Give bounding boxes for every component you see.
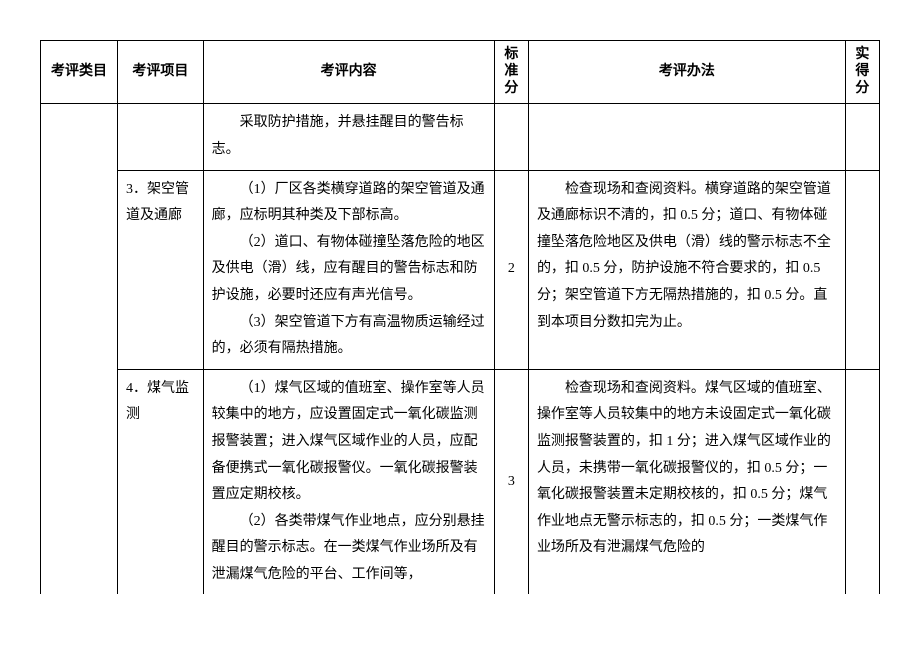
cell-score [845,104,879,170]
header-method: 考评办法 [528,41,845,104]
content-paragraph: （1）厂区各类横穿道路的架空管道及通廊，应标明其种类及下部标高。 [212,177,486,230]
cell-content: 采取防护措施，并悬挂醒目的警告标志。 [203,104,494,170]
header-score: 实得分 [845,41,879,104]
evaluation-table: 考评类目 考评项目 考评内容 标准分 考评办法 实得分 采取防护措施，并悬挂醒目… [40,40,880,594]
header-row: 考评类目 考评项目 考评内容 标准分 考评办法 实得分 [41,41,880,104]
cell-score [845,369,879,594]
cell-stdscore: 3 [494,369,528,594]
content-paragraph: （2）道口、有物体碰撞坠落危险的地区及供电（滑）线，应有醒目的警告标志和防护设施… [212,230,486,310]
cell-score [845,170,879,369]
cell-item: 3．架空管道及通廊 [118,170,204,369]
content-paragraph: （3）架空管道下方有高温物质运输经过的，必须有隔热措施。 [212,310,486,363]
cell-item: 4．煤气监测 [118,369,204,594]
table-row: 3．架空管道及通廊 （1）厂区各类横穿道路的架空管道及通廊，应标明其种类及下部标… [41,170,880,369]
header-item: 考评项目 [118,41,204,104]
method-text: 检查现场和查阅资料。煤气区域的值班室、操作室等人员较集中的地方未设固定式一氧化碳… [537,376,837,562]
content-paragraph: （1）煤气区域的值班室、操作室等人员较集中的地方，应设置固定式一氧化碳监测报警装… [212,376,486,509]
table-row: 4．煤气监测 （1）煤气区域的值班室、操作室等人员较集中的地方，应设置固定式一氧… [41,369,880,594]
cell-stdscore [494,104,528,170]
method-text: 检查现场和查阅资料。横穿道路的架空管道及通廊标识不清的，扣 0.5 分；道口、有… [537,177,837,337]
header-content: 考评内容 [203,41,494,104]
cell-category [41,104,118,595]
cell-method: 检查现场和查阅资料。横穿道路的架空管道及通廊标识不清的，扣 0.5 分；道口、有… [528,170,845,369]
header-stdscore: 标准分 [494,41,528,104]
content-text: 采取防护措施，并悬挂醒目的警告标志。 [212,110,486,163]
cell-method [528,104,845,170]
table-row: 采取防护措施，并悬挂醒目的警告标志。 [41,104,880,170]
content-paragraph: （2）各类带煤气作业地点，应分别悬挂醒目的警示标志。在一类煤气作业场所及有泄漏煤… [212,509,486,589]
cell-content: （1）厂区各类横穿道路的架空管道及通廊，应标明其种类及下部标高。 （2）道口、有… [203,170,494,369]
header-category: 考评类目 [41,41,118,104]
cell-content: （1）煤气区域的值班室、操作室等人员较集中的地方，应设置固定式一氧化碳监测报警装… [203,369,494,594]
cell-method: 检查现场和查阅资料。煤气区域的值班室、操作室等人员较集中的地方未设固定式一氧化碳… [528,369,845,594]
cell-stdscore: 2 [494,170,528,369]
cell-item [118,104,204,170]
